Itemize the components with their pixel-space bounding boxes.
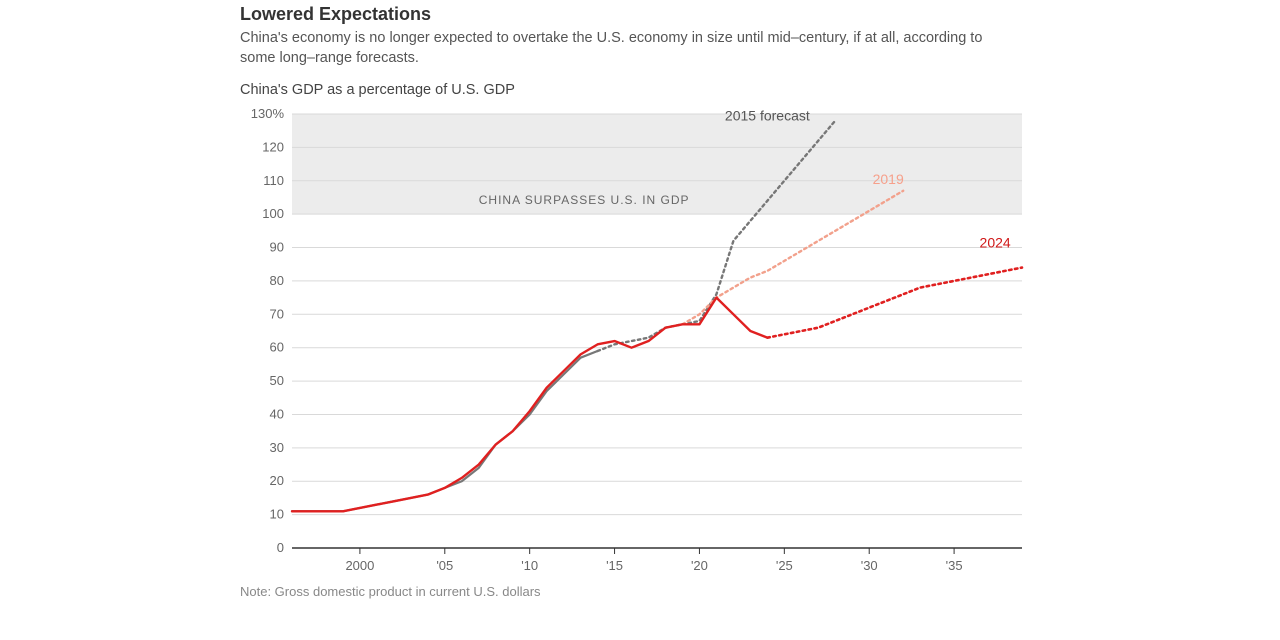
x-tick-label: '05 [436,558,453,573]
surpass-band-label: CHINA SURPASSES U.S. IN GDP [479,193,690,207]
series-label-forecast_2024: 2024 [980,235,1011,251]
x-tick-label: '30 [861,558,878,573]
x-tick-label: '15 [606,558,623,573]
chart-metric-label: China's GDP as a percentage of U.S. GDP [240,82,1040,98]
y-tick-label: 40 [270,407,284,422]
series-forecast_2024 [767,268,1022,338]
y-tick-label: 70 [270,306,284,321]
series-hist_red [292,298,767,512]
gdp-forecast-chart: 0 10 20 30 40 50 60 70 80 90 100 110 120 130% CHINA SU… [240,108,1030,578]
y-tick-label: 50 [270,373,284,388]
chart-footnote: Note: Gross domestic product in current … [240,584,1040,599]
y-tick-label: 30 [270,440,284,455]
y-tick-label: 120 [262,140,284,155]
x-tick-label: 2000 [345,558,374,573]
y-tick-label: 110 [263,173,284,188]
y-tick-label: 10 [270,507,284,522]
y-tick-label: 0 [277,540,284,555]
chart-title: Lowered Expectations [240,4,1040,25]
x-tick-label: '10 [521,558,538,573]
y-tick-label: 80 [270,273,284,288]
series-label-forecast_2019: 2019 [873,171,904,187]
y-tick-label: 20 [270,473,284,488]
y-tick-label: 90 [270,240,284,255]
y-tick-label: 100 [262,206,284,221]
x-tick-label: '25 [776,558,793,573]
x-tick-label: '20 [691,558,708,573]
y-tick-label: 130% [251,108,285,121]
y-tick-label: 60 [270,340,284,355]
series-label-forecast_2015: 2015 forecast [725,108,810,124]
x-tick-label: '35 [946,558,963,573]
chart-subtitle: China's economy is no longer expected to… [240,29,1000,68]
